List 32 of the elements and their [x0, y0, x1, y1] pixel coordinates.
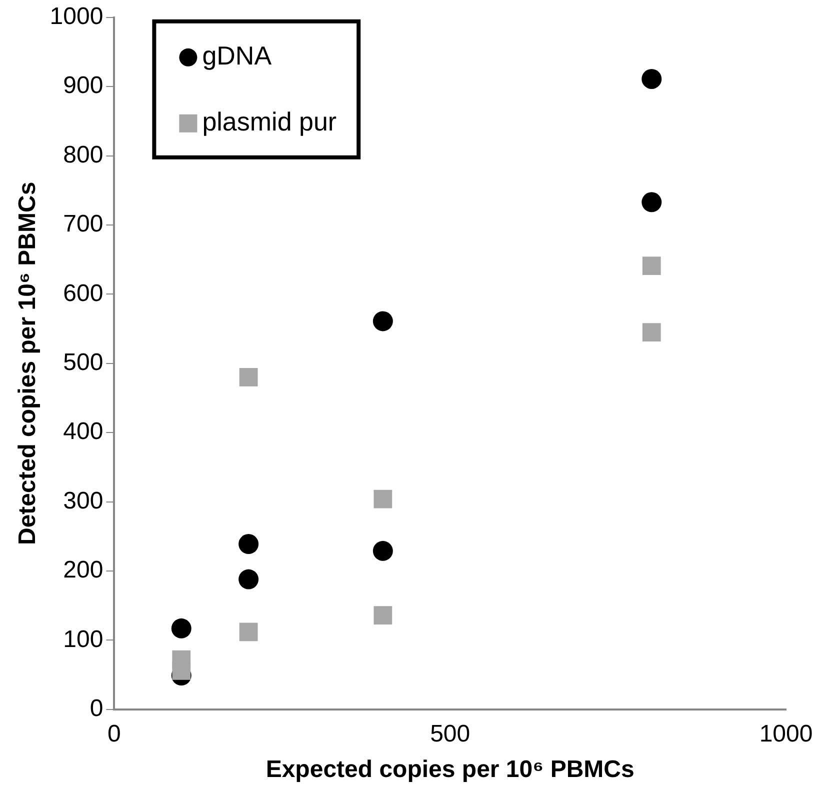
- point: [374, 606, 392, 624]
- y-tick-label: 500: [63, 349, 104, 376]
- point: [642, 256, 661, 276]
- y-tick-label: 200: [63, 556, 104, 584]
- x-tick-label: 1000: [759, 720, 813, 748]
- legend-label: plasmid pur: [202, 106, 337, 137]
- x-axis-title: Expected copies per 10⁶ PBMCs: [266, 756, 634, 784]
- x-tick-label: 500: [430, 720, 470, 748]
- y-tick-label: 800: [63, 141, 104, 168]
- y-tick-label: 0: [90, 695, 104, 722]
- point: [374, 490, 392, 508]
- point: [239, 622, 258, 642]
- point: [238, 534, 259, 554]
- point: [372, 311, 393, 332]
- point: [172, 661, 191, 680]
- y-tick-label: 700: [63, 210, 104, 238]
- point: [238, 569, 259, 590]
- y-tick-label: 900: [63, 72, 104, 100]
- point: [642, 68, 662, 89]
- y-axis-title: Detected copies per 10⁶ PBMCs: [14, 182, 42, 545]
- point: [642, 323, 661, 342]
- y-tick-label: 300: [63, 487, 104, 514]
- y-tick-label: 600: [63, 280, 104, 307]
- point: [171, 618, 192, 638]
- point: [372, 540, 393, 561]
- point: [642, 192, 662, 212]
- y-tick-label: 1000: [50, 3, 104, 30]
- x-tick-label: 0: [108, 720, 121, 748]
- legend-label: gDNA: [202, 40, 272, 71]
- y-tick-label: 100: [63, 626, 104, 653]
- y-tick-label: 400: [63, 418, 104, 446]
- point: [239, 368, 258, 386]
